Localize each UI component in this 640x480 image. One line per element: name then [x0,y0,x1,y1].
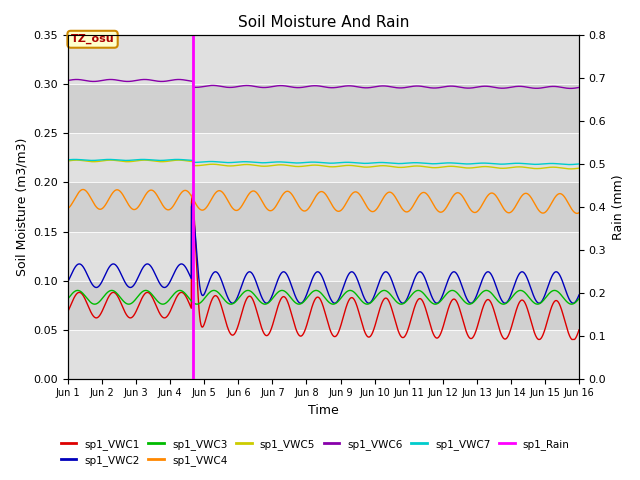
sp1_VWC4 [79,187,87,192]
sp1_VWC5 [445,163,453,169]
sp1_VWC2 [397,299,404,304]
sp1_VWC4 [575,210,583,216]
sp1_VWC6 [157,79,164,84]
sp1_VWC3 [445,288,453,294]
sp1_VWC4 [484,192,492,198]
sp1_VWC6 [175,77,182,83]
sp1_VWC5 [64,158,72,164]
sp1_VWC3 [371,296,378,301]
sp1_VWC1 [397,333,404,338]
sp1_VWC3 [575,296,583,301]
sp1_VWC7 [484,160,492,166]
Bar [68,281,579,330]
sp1_VWC1 [575,327,583,333]
Line: sp1_VWC7: sp1_VWC7 [68,159,579,165]
sp1_VWC5 [157,159,164,165]
sp1_VWC6 [397,85,404,91]
sp1_VWC2 [189,200,196,206]
sp1_VWC6 [259,84,267,90]
Line: sp1_VWC4: sp1_VWC4 [68,190,579,214]
sp1_VWC6 [371,84,378,90]
sp1_VWC1 [445,303,453,309]
Line: sp1_VWC5: sp1_VWC5 [68,160,579,169]
sp1_VWC6 [64,78,72,84]
sp1_VWC6 [575,84,583,90]
sp1_VWC5 [567,166,575,172]
Bar [68,330,579,379]
sp1_VWC4 [445,199,453,205]
sp1_VWC2 [535,300,543,306]
Line: sp1_VWC3: sp1_VWC3 [68,290,579,304]
sp1_VWC7 [157,157,164,163]
sp1_VWC3 [534,301,541,307]
Y-axis label: Rain (mm): Rain (mm) [612,174,625,240]
sp1_VWC3 [397,301,404,307]
sp1_VWC5 [397,165,404,170]
sp1_VWC5 [175,157,182,163]
sp1_VWC3 [64,296,72,301]
sp1_VWC7 [397,161,404,167]
sp1_VWC1 [189,191,196,197]
Line: sp1_VWC2: sp1_VWC2 [68,203,579,303]
sp1_VWC7 [445,160,453,166]
sp1_VWC2 [484,269,492,275]
sp1_VWC6 [445,84,453,89]
sp1_VWC2 [371,292,378,298]
sp1_VWC5 [371,164,378,169]
Y-axis label: Soil Moisture (m3/m3): Soil Moisture (m3/m3) [15,138,28,276]
Bar [68,36,579,84]
sp1_VWC4 [573,211,581,216]
sp1_VWC3 [157,301,164,307]
sp1_VWC3 [259,301,267,307]
sp1_VWC1 [371,324,378,330]
sp1_VWC3 [210,288,218,293]
sp1_VWC2 [259,298,267,303]
sp1_VWC2 [64,278,72,284]
sp1_VWC1 [64,308,72,314]
sp1_VWC2 [575,292,583,298]
sp1_VWC6 [484,84,492,89]
sp1_VWC7 [259,160,267,166]
sp1_VWC1 [157,312,164,318]
sp1_VWC5 [484,164,492,169]
sp1_VWC2 [445,274,453,280]
Title: Soil Moisture And Rain: Soil Moisture And Rain [238,15,409,30]
sp1_VWC7 [565,162,573,168]
Line: sp1_VWC1: sp1_VWC1 [68,194,579,339]
X-axis label: Time: Time [308,404,339,417]
Bar [68,133,579,182]
sp1_VWC4 [157,199,164,205]
sp1_VWC6 [567,85,575,91]
Text: TZ_osu: TZ_osu [71,34,115,44]
Bar [68,231,579,281]
Legend: sp1_VWC1, sp1_VWC2, sp1_VWC3, sp1_VWC4, sp1_VWC5, sp1_VWC6, sp1_VWC7, sp1_Rain: sp1_VWC1, sp1_VWC2, sp1_VWC3, sp1_VWC4, … [56,434,574,470]
sp1_VWC5 [259,163,267,169]
sp1_VWC7 [371,160,378,166]
sp1_VWC4 [64,205,72,211]
sp1_VWC4 [371,208,378,214]
sp1_VWC1 [259,329,267,335]
sp1_VWC7 [575,161,583,167]
sp1_VWC7 [140,156,147,162]
sp1_VWC7 [64,157,72,163]
sp1_VWC3 [484,288,492,294]
sp1_VWC2 [157,282,164,288]
sp1_VWC4 [259,201,267,206]
sp1_VWC5 [575,165,583,171]
Bar [68,182,579,231]
Line: sp1_VWC6: sp1_VWC6 [68,80,579,88]
Bar [68,84,579,133]
sp1_VWC1 [535,336,543,342]
sp1_VWC4 [397,203,404,209]
sp1_VWC1 [484,297,492,302]
